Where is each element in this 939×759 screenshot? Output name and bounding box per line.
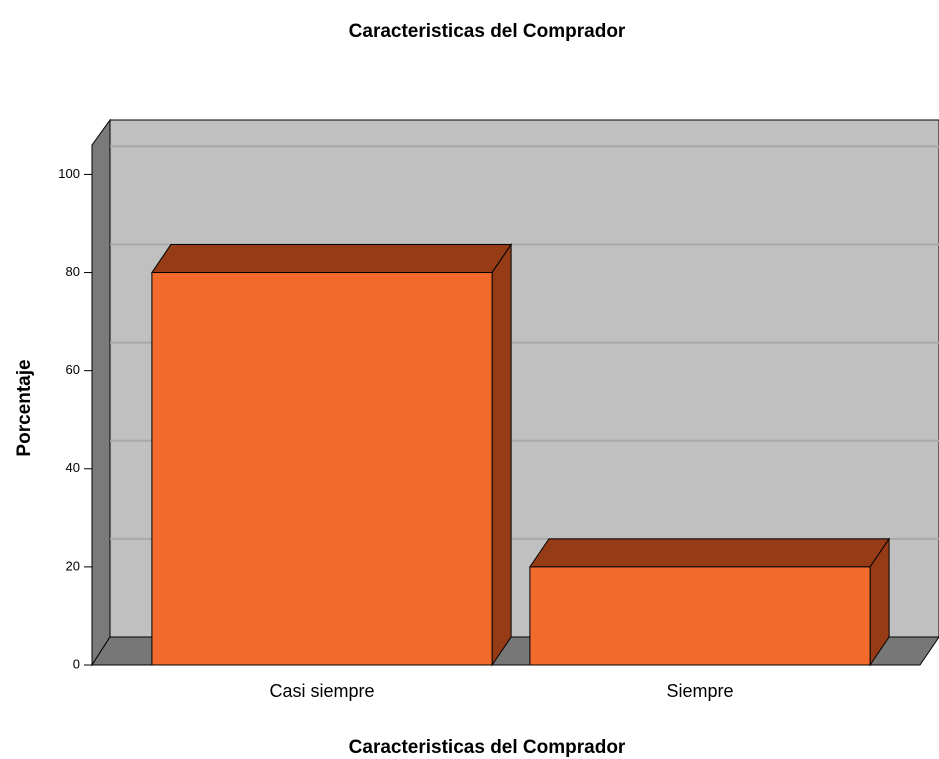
chart-title: Caracteristicas del Comprador <box>349 21 626 42</box>
y-tick-label: 0 <box>73 656 80 671</box>
y-tick-label: 100 <box>58 166 80 181</box>
bars <box>150 242 891 667</box>
bar <box>151 272 493 666</box>
bar-top <box>150 244 513 274</box>
x-tick-label: Siempre <box>666 681 733 701</box>
bar-top <box>528 538 891 568</box>
bar <box>529 566 871 666</box>
side-wall <box>91 118 111 667</box>
y-axis-title: Porcentaje <box>14 359 35 456</box>
y-tick-label: 20 <box>66 558 80 573</box>
y-tick-label: 80 <box>66 264 80 279</box>
x-axis-title: Caracteristicas del Comprador <box>349 737 626 758</box>
y-tick-label: 60 <box>66 362 80 377</box>
y-tick-label: 40 <box>66 460 80 475</box>
bar-side <box>491 242 512 667</box>
x-tick-label: Casi siempre <box>269 681 374 701</box>
